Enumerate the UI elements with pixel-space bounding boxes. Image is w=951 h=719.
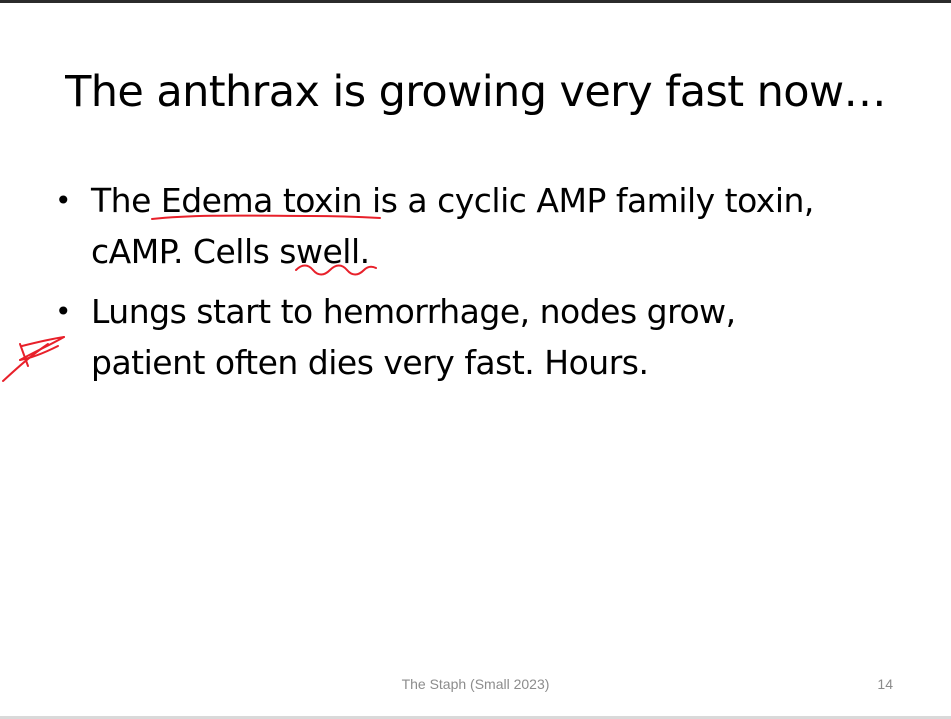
bullet-line: The Edema toxin is a cyclic AMP family t… xyxy=(91,175,915,226)
page-number: 14 xyxy=(877,676,893,692)
bullet-item-edema-toxin: • The Edema toxin is a cyclic AMP family… xyxy=(55,175,915,277)
edema-toxin-phrase: Edema toxin xyxy=(160,181,363,220)
slide-title: The anthrax is growing very fast now… xyxy=(65,67,886,117)
bullet-text: The xyxy=(91,181,161,220)
swell-word: swell xyxy=(279,232,360,271)
top-border xyxy=(0,0,951,3)
bullet-text: cAMP. Cells xyxy=(91,232,280,271)
bullet-line: patient often dies very fast. Hours. xyxy=(91,343,649,382)
bullet-line: cAMP. Cells swell. xyxy=(91,226,915,277)
bullet-list: • The Edema toxin is a cyclic AMP family… xyxy=(55,175,915,397)
bullet-item-lungs: • Lungs start to hemorrhage, nodes grow,… xyxy=(55,286,915,388)
bullet-text: is a cyclic AMP family toxin, xyxy=(362,181,814,220)
bullet-text: . xyxy=(359,232,371,271)
bullet-dot: • xyxy=(55,184,72,217)
bullet-dot: • xyxy=(55,295,72,328)
bottom-border xyxy=(0,716,951,719)
footer-title: The Staph (Small 2023) xyxy=(401,676,550,692)
bullet-line: Lungs start to hemorrhage, nodes grow, xyxy=(91,292,736,331)
